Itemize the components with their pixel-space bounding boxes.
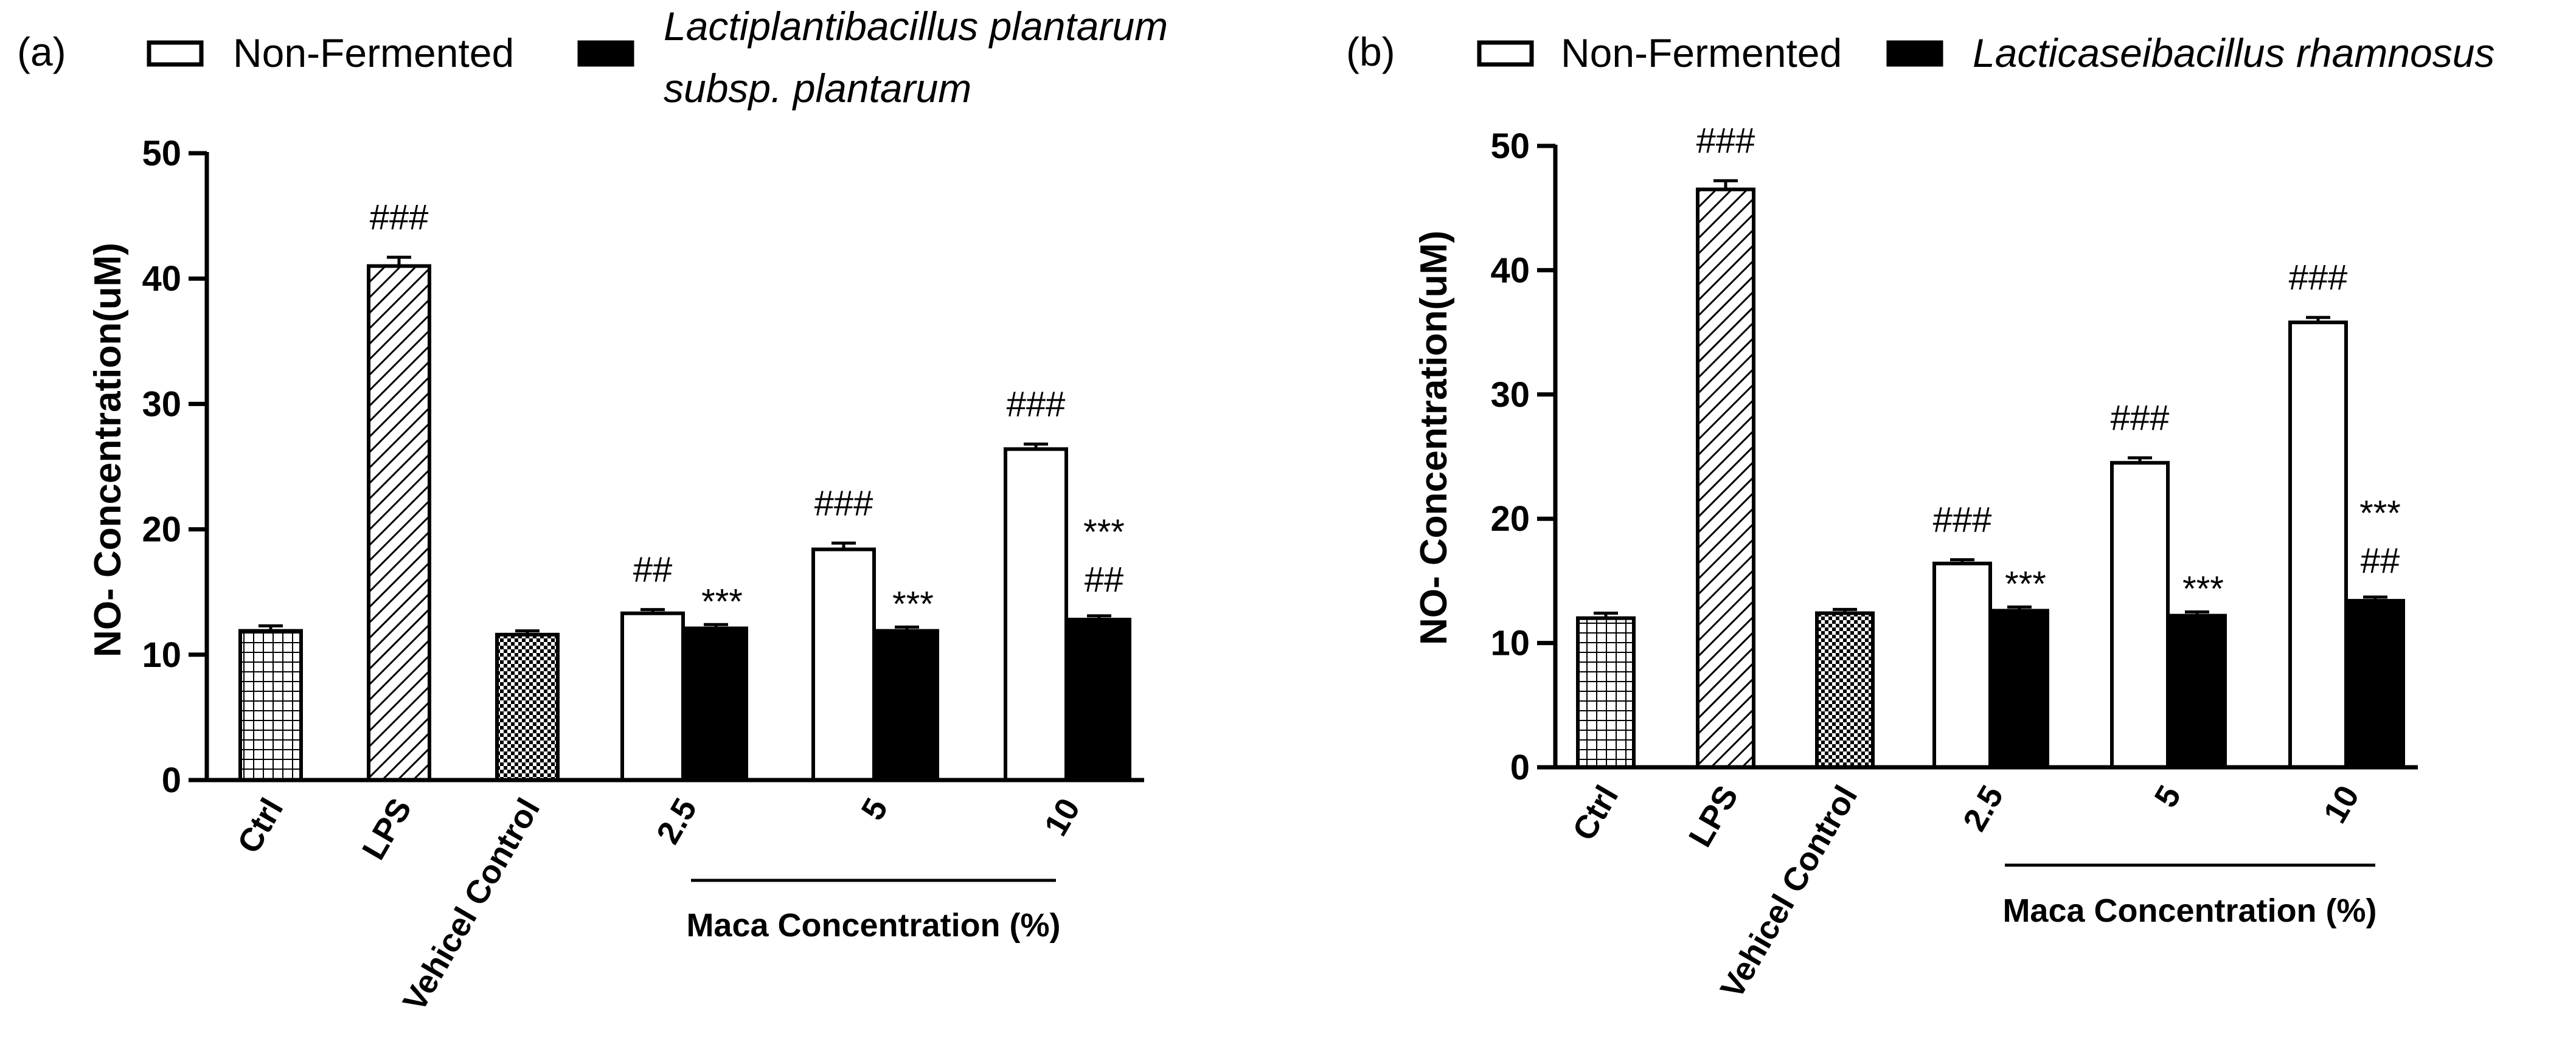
bar-hatch: [1696, 187, 1755, 770]
x-tick-label: Ctrl: [1566, 779, 1625, 847]
y-tick-label: 0: [1510, 748, 1530, 787]
legend-swatch-nonfermented: [1477, 40, 1534, 67]
y-axis-label: NO- Concentration(uM): [1413, 230, 1455, 645]
significance-label: ***: [2005, 564, 2046, 604]
y-tick-label: 50: [1490, 126, 1530, 166]
bar-grid: [1576, 616, 1636, 769]
bar-nonfermented: [1004, 447, 1068, 782]
x-tick-label: Ctrl: [231, 792, 290, 860]
y-tick-label: 40: [1490, 250, 1530, 290]
bar-nonfermented: [2288, 320, 2348, 769]
legend-label-fermented: Lacticaseibacillus rhamnosus: [1973, 30, 2494, 75]
x-tick-label: LPS: [1682, 779, 1745, 853]
significance-label: ***: [2359, 494, 2401, 533]
bar-fermented: [1990, 609, 2049, 769]
y-tick-label: 0: [162, 761, 181, 800]
significance-label: ###: [814, 483, 873, 523]
bar-nonfermented: [620, 611, 685, 782]
x-tick-label: Vehicel Control: [396, 792, 547, 1017]
significance-label: ###: [2289, 258, 2348, 297]
y-tick-label: 40: [142, 259, 181, 299]
y-tick-label: 20: [142, 510, 181, 550]
significance-label: ##: [1085, 560, 1124, 599]
significance-label: ***: [701, 582, 743, 621]
legend-swatch-nonfermented: [147, 40, 204, 67]
significance-label: ***: [1083, 513, 1125, 552]
x-tick-label: 10: [1037, 792, 1087, 842]
x-group-label: Maca Concentration (%): [686, 907, 1060, 944]
panel-label: (a): [17, 29, 66, 74]
legend-swatch-fermented: [577, 40, 634, 67]
bar-fermented: [684, 626, 748, 782]
bar-checker: [495, 632, 560, 782]
significance-label: ***: [892, 584, 934, 624]
x-tick-label: 10: [2316, 779, 2366, 829]
bar-fermented: [2345, 599, 2405, 769]
x-tick-label: LPS: [355, 792, 418, 866]
significance-label: ###: [1007, 384, 1066, 424]
bar-nonfermented: [811, 547, 876, 782]
y-tick-label: 30: [142, 384, 181, 424]
bar-fermented: [875, 629, 939, 782]
y-tick-label: 10: [142, 635, 181, 675]
significance-label: ###: [1933, 500, 1992, 540]
x-group-label: Maca Concentration (%): [2002, 893, 2376, 929]
bar-checker: [1815, 611, 1875, 769]
bar-nonfermented: [1932, 561, 1992, 769]
significance-label: ###: [370, 198, 429, 237]
significance-label: ###: [1696, 121, 1755, 161]
significance-label: ###: [2111, 398, 2170, 438]
bar-grid: [238, 629, 303, 782]
y-tick-label: 10: [1490, 624, 1530, 663]
significance-label: ##: [2361, 541, 2400, 581]
bar-hatch: [367, 264, 431, 782]
panel-label: (b): [1346, 29, 1395, 74]
legend-label-nonfermented: Non-Fermented: [233, 30, 514, 75]
significance-label: ##: [633, 550, 673, 590]
x-tick-label: 2.5: [1956, 779, 2011, 837]
x-tick-label: 2.5: [650, 792, 704, 850]
panel-b: (b) Non-Fermented Lacticaseibacillus rhamn…: [1346, 29, 2494, 1004]
bar-nonfermented: [2110, 461, 2170, 769]
y-tick-label: 30: [1490, 375, 1530, 415]
y-tick-label: 50: [142, 134, 181, 173]
panel-a: (a) Non-Fermented Lactiplantibacillus plan…: [17, 4, 1168, 1017]
x-tick-label: 5: [854, 792, 895, 826]
x-tick-label: 5: [2147, 779, 2188, 813]
y-axis-label: NO- Concentration(uM): [87, 243, 129, 657]
legend-label-nonfermented: Non-Fermented: [1561, 30, 1842, 75]
legend-label-fermented-line2: subsp. plantarum: [664, 66, 971, 111]
legend-label-fermented: Lactiplantibacillus plantarum: [664, 4, 1168, 49]
bar-fermented: [1067, 618, 1131, 782]
y-tick-label: 20: [1490, 499, 1530, 539]
significance-label: ***: [2182, 570, 2224, 609]
bar-fermented: [2167, 613, 2227, 770]
legend-swatch-fermented: [1886, 40, 1943, 67]
